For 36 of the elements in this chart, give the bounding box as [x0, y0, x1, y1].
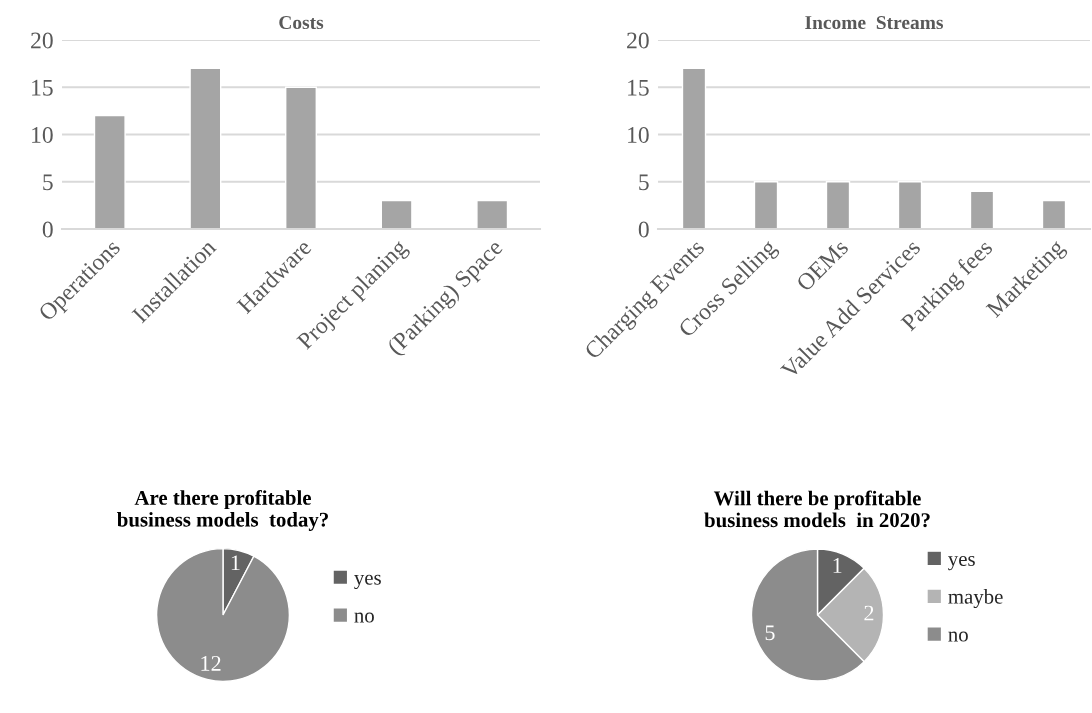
y-tick-label: 0 [42, 221, 53, 238]
y-tick-label: 5 [639, 174, 649, 191]
bar [897, 181, 923, 229]
data-label: 2 [864, 605, 874, 621]
y-tick-label: 20 [31, 32, 53, 49]
bar [1041, 199, 1067, 229]
y-tick-label: 15 [628, 79, 649, 96]
legend-label: no [354, 612, 374, 623]
y-tick-label: 10 [32, 126, 53, 143]
chart-title: Will there be profitable business models in 2020? [704, 490, 930, 528]
legend-label: yes [948, 555, 975, 571]
legend-label: maybe [948, 589, 1003, 609]
y-tick-label: 15 [32, 79, 53, 96]
bar [825, 181, 851, 229]
y-tick-label: 20 [627, 32, 649, 49]
data-label: 1 [231, 555, 240, 571]
bar [969, 190, 995, 229]
bar [476, 199, 509, 229]
chart-title: Costs [279, 16, 324, 30]
data-label: 1 [833, 558, 842, 573]
bar [380, 199, 413, 229]
legend-label: no [948, 631, 968, 642]
bar [93, 114, 126, 229]
bar [681, 67, 707, 229]
bar [753, 181, 779, 229]
pie-slice [155, 547, 291, 683]
data-label: 12 [201, 655, 221, 671]
chart-title: Income Streams [805, 16, 944, 30]
y-tick-label: 0 [638, 221, 649, 238]
bar [285, 86, 317, 229]
y-tick-label: 10 [628, 126, 649, 143]
data-label: 5 [765, 625, 775, 641]
y-tick-label: 5 [43, 174, 53, 191]
legend-label: yes [354, 574, 381, 590]
chart-title: Are there profitable business models today? [117, 489, 328, 531]
bar [189, 67, 222, 229]
